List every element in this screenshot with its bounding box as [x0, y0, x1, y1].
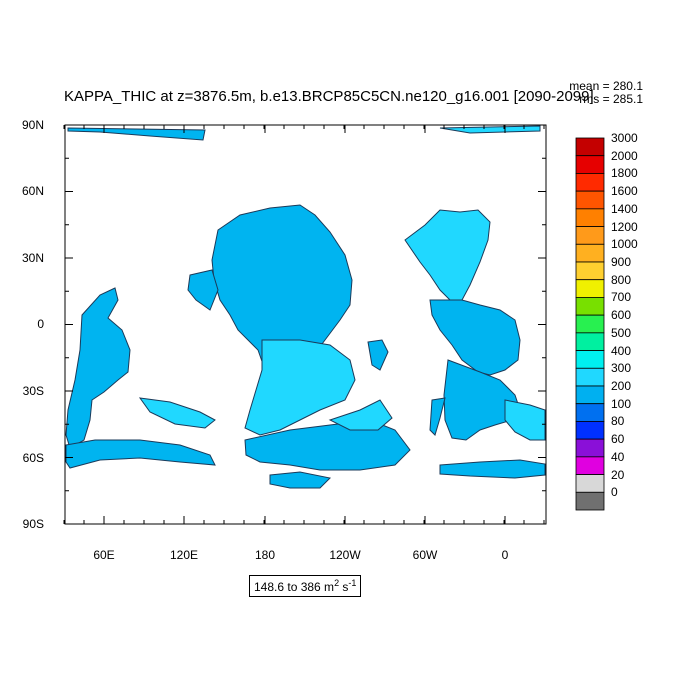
atlantic-tropics [429, 299, 521, 376]
colorbar-swatch [575, 155, 605, 174]
colorbar-label: 100 [611, 396, 632, 411]
colorbar-swatch [575, 297, 605, 316]
colorbar-swatch [575, 190, 605, 210]
colorbar-label: 3000 [611, 131, 638, 145]
colorbar-label: 600 [611, 308, 632, 323]
lat-label-0: 0 [37, 317, 44, 331]
colorbar-label: 1800 [611, 166, 638, 181]
colorbar-label: 40 [611, 449, 625, 464]
australia-south [138, 397, 216, 429]
range-text: 148.6 to 386 m [254, 580, 335, 594]
atlantic-south-east [504, 399, 546, 441]
mean-stat: mean = 280.1 [569, 79, 643, 93]
map-area [63, 124, 547, 525]
colorbar-swatch [575, 350, 605, 369]
colorbar-label: 1000 [611, 237, 638, 252]
lon-label-120w: 120W [329, 548, 361, 562]
lon-label-0: 0 [501, 548, 509, 562]
data-range-label: 148.6 to 386 m2 s-1 [249, 575, 362, 597]
colorbar-label: 60 [611, 432, 625, 447]
lat-label-90n: 90N [21, 118, 44, 132]
colorbar-swatch [575, 491, 605, 511]
lat-label-30s: 30S [22, 384, 44, 398]
colorbar-swatch [575, 385, 605, 405]
colorbar-swatch [575, 421, 605, 440]
south-atlantic [443, 359, 521, 441]
plot-title: KAPPA_THIC at z=3876.5m, b.e13.BRCP85C5C… [64, 88, 594, 105]
rms-stat: rms = 285.1 [579, 92, 643, 106]
colorbar-swatch [575, 314, 605, 334]
colorbar-label: 80 [611, 414, 625, 429]
colorbar-label: 400 [611, 343, 632, 358]
south-pacific-east [328, 399, 393, 431]
colorbar-swatch [575, 474, 605, 493]
colorbar-label: 0 [611, 485, 618, 500]
lon-label-120e: 120E [169, 548, 199, 562]
colorbar-swatch [575, 438, 605, 458]
south-pacific [244, 419, 411, 471]
lat-label-90s: 90S [22, 517, 44, 531]
southern-ocean-east [439, 459, 546, 479]
colorbar-swatch [575, 403, 605, 422]
pacific-tropics [187, 269, 219, 311]
colorbar-swatch [575, 279, 605, 298]
atlantic-south-west [429, 397, 446, 436]
colorbar-label: 1400 [611, 201, 638, 216]
lon-label-60e: 60E [93, 548, 115, 562]
colorbar-label: 1600 [611, 184, 638, 199]
lat-label-30n: 30N [21, 251, 44, 265]
north-atlantic [404, 209, 491, 301]
lon-label-60w: 60W [412, 548, 438, 562]
indian-ocean [65, 287, 131, 449]
colorbar-label: 20 [611, 467, 625, 482]
colorbar-swatch [575, 456, 605, 475]
pacific-central [244, 339, 356, 436]
colorbar-swatch [575, 367, 605, 387]
range-sup-2: 2 [334, 578, 340, 588]
arctic-strip-west [67, 127, 206, 141]
lat-label-60n: 60N [21, 184, 44, 198]
colorbar-label: 700 [611, 290, 632, 305]
colorbar-label: 900 [611, 255, 632, 269]
colorbar-swatch [575, 332, 605, 351]
colorbar-label: 500 [611, 325, 632, 340]
indian-ocean-south [65, 439, 216, 469]
colorbar [575, 137, 605, 511]
colorbar-swatch [575, 226, 605, 245]
arctic-strip-east [439, 125, 541, 134]
ocean-field [65, 125, 546, 489]
colorbar-swatch [575, 208, 605, 227]
colorbar-label: 1200 [611, 219, 638, 234]
axis-ticks [63, 124, 546, 525]
lat-label-60s: 60S [22, 451, 44, 465]
pacific-islands [367, 339, 389, 371]
colorbar-label: 2000 [611, 148, 638, 163]
lon-label-180: 180 [254, 548, 276, 562]
colorbar-swatch [575, 261, 605, 281]
colorbar-swatch [575, 173, 605, 192]
colorbar-label: 200 [611, 379, 632, 393]
colorbar-label: 300 [611, 361, 632, 376]
colorbar-swatch [575, 137, 605, 157]
range-unit-s: s [339, 580, 349, 594]
colorbar-swatch [575, 243, 605, 263]
southern-ocean-strip [269, 471, 332, 489]
colorbar-label: 800 [611, 272, 632, 287]
range-sup-minus1: -1 [348, 578, 357, 588]
